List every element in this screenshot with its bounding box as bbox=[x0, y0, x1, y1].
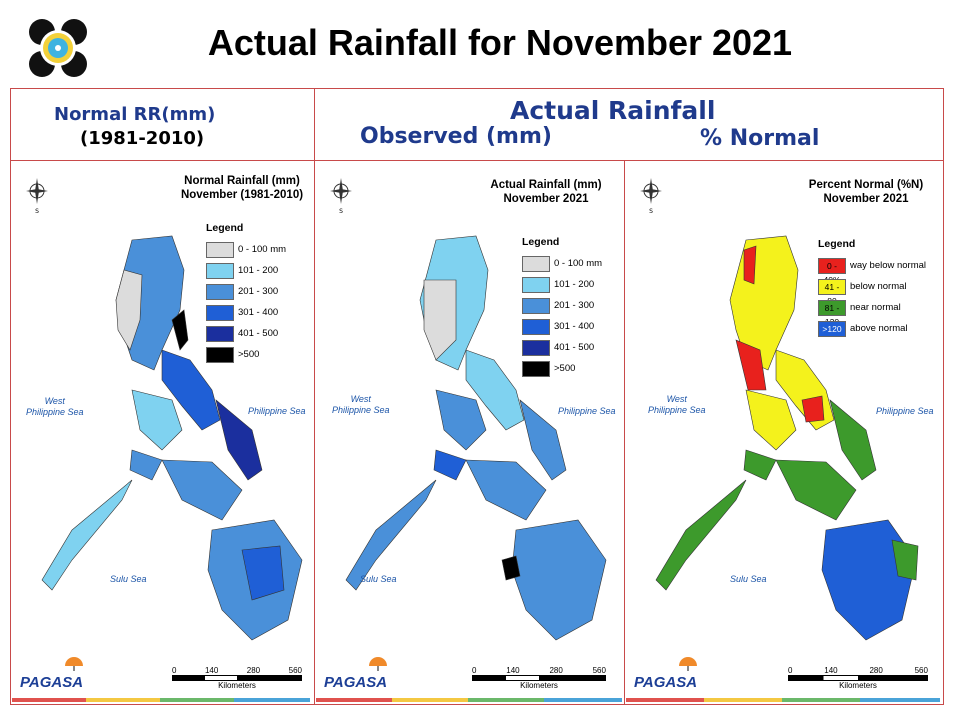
map-title: Percent Normal (%N) November 2021 bbox=[802, 178, 930, 206]
legend-item: >500 bbox=[522, 358, 602, 379]
legend-item: 301 - 400 bbox=[522, 316, 602, 337]
sea-label-east: Philippine Sea bbox=[558, 406, 616, 416]
legend-item: 41 - 80below normal bbox=[818, 276, 926, 306]
header-normal-line1: Normal RR(mm) bbox=[54, 104, 216, 125]
compass-icon: S bbox=[640, 178, 662, 214]
legend-swatch: 81 - 120 bbox=[818, 299, 846, 327]
panel-frame-right bbox=[624, 160, 944, 705]
map-panel-normal: S Normal Rainfall (mm) November (1981-20… bbox=[12, 160, 312, 700]
pagasa-logo bbox=[26, 16, 90, 80]
legend-swatch bbox=[206, 241, 234, 258]
footer-stripe bbox=[704, 698, 782, 702]
map-title-line1: Normal Rainfall (mm) bbox=[184, 175, 300, 187]
header-percent-normal: % Normal bbox=[700, 126, 820, 151]
compass-icon: S bbox=[26, 178, 48, 214]
compass-icon: S bbox=[330, 178, 352, 214]
legend-item: 0 - 100 mm bbox=[206, 239, 286, 260]
header-actual-rainfall: Actual Rainfall bbox=[510, 96, 716, 125]
legend-swatch bbox=[206, 304, 234, 321]
footer-stripe bbox=[234, 698, 310, 702]
pagasa-brand: PAGASA bbox=[634, 674, 698, 691]
map-title-line2: November 2021 bbox=[823, 193, 909, 205]
map-title: Actual Rainfall (mm) November 2021 bbox=[486, 178, 606, 206]
legend: Legend 0 - 40%way below normal 41 - 80be… bbox=[818, 238, 926, 339]
legend-item: >500 bbox=[206, 344, 286, 365]
legend-swatch bbox=[522, 276, 550, 293]
legend-swatch bbox=[522, 255, 550, 272]
legend-item: 0 - 100 mm bbox=[522, 253, 602, 274]
map-title: Normal Rainfall (mm) November (1981-2010… bbox=[180, 174, 304, 202]
svg-text:S: S bbox=[35, 208, 39, 214]
legend-swatch bbox=[206, 346, 234, 363]
footer-stripe bbox=[86, 698, 160, 702]
sea-label-south: Sulu Sea bbox=[360, 574, 397, 584]
footer-stripe bbox=[544, 698, 622, 702]
footer-stripe bbox=[12, 698, 86, 702]
legend-item: 301 - 400 bbox=[206, 302, 286, 323]
legend-item: 0 - 40%way below normal bbox=[818, 255, 926, 285]
map-title-line2: November (1981-2010) bbox=[180, 189, 304, 201]
footer-stripe bbox=[782, 698, 860, 702]
legend-swatch bbox=[206, 325, 234, 342]
header-normal-line2: (1981-2010) bbox=[80, 128, 205, 149]
legend-swatch: >120 bbox=[818, 320, 846, 337]
umbrella-icon bbox=[679, 657, 697, 671]
footer-stripe bbox=[392, 698, 468, 702]
sea-label-west: West Philippine Sea bbox=[648, 394, 706, 415]
legend-swatch bbox=[522, 360, 550, 377]
legend-item: 201 - 300 bbox=[522, 295, 602, 316]
legend-swatch bbox=[206, 283, 234, 300]
map-title-line2: November 2021 bbox=[503, 193, 589, 205]
legend-title: Legend bbox=[522, 236, 560, 248]
philippines-map-normal bbox=[41, 235, 303, 641]
legend-item: >120 above normal bbox=[818, 318, 926, 339]
footer-stripe bbox=[160, 698, 234, 702]
legend-swatch: 0 - 40% bbox=[818, 257, 846, 285]
scale-bar: 0 140 280 560 Kilometers bbox=[172, 666, 302, 690]
map-title-line1: Percent Normal (%N) bbox=[808, 179, 924, 191]
legend-swatch bbox=[522, 297, 550, 314]
footer-stripe bbox=[626, 698, 704, 702]
scale-bar: 0 140 280 560 Kilometers bbox=[472, 666, 606, 690]
umbrella-icon bbox=[65, 657, 83, 671]
legend-swatch bbox=[206, 262, 234, 279]
legend-item: 101 - 200 bbox=[206, 260, 286, 281]
map-panel-actual: S Actual Rainfall (mm) November 2021 Leg… bbox=[316, 160, 622, 700]
sea-label-west: West Philippine Sea bbox=[332, 394, 390, 415]
svg-text:S: S bbox=[339, 208, 343, 214]
legend-item: 101 - 200 bbox=[522, 274, 602, 295]
sea-label-east: Philippine Sea bbox=[876, 406, 934, 416]
philippines-map-percent-normal bbox=[655, 235, 919, 641]
philippines-map-actual bbox=[345, 235, 607, 641]
legend-item: 401 - 500 bbox=[522, 337, 602, 358]
pagasa-brand: PAGASA bbox=[324, 674, 388, 691]
legend-swatch bbox=[522, 318, 550, 335]
page-title: Actual Rainfall for November 2021 bbox=[207, 22, 793, 63]
legend-item: 201 - 300 bbox=[206, 281, 286, 302]
pagasa-brand: PAGASA bbox=[20, 674, 84, 691]
legend-item: 401 - 500 bbox=[206, 323, 286, 344]
footer-stripe bbox=[468, 698, 544, 702]
footer-stripe bbox=[316, 698, 392, 702]
sea-label-east: Philippine Sea bbox=[248, 406, 306, 416]
legend-title: Legend bbox=[818, 238, 856, 250]
legend-title: Legend bbox=[206, 222, 244, 234]
legend-swatch bbox=[522, 339, 550, 356]
umbrella-icon bbox=[369, 657, 387, 671]
map-title-line1: Actual Rainfall (mm) bbox=[490, 179, 602, 191]
legend: Legend 0 - 100 mm 101 - 200 201 - 300 30… bbox=[206, 222, 286, 365]
legend-swatch: 41 - 80 bbox=[818, 278, 846, 306]
header-observed: Observed (mm) bbox=[360, 124, 552, 149]
sea-label-west: West Philippine Sea bbox=[26, 396, 84, 417]
map-panel-percent-normal: S Percent Normal (%N) November 2021 Lege… bbox=[626, 160, 942, 700]
footer-stripe bbox=[860, 698, 940, 702]
sea-label-south: Sulu Sea bbox=[110, 574, 147, 584]
scale-bar: 0 140 280 560 Kilometers bbox=[788, 666, 928, 690]
sea-label-south: Sulu Sea bbox=[730, 574, 767, 584]
legend: Legend 0 - 100 mm 101 - 200 201 - 300 30… bbox=[522, 236, 602, 379]
legend-item: 81 - 120near normal bbox=[818, 297, 926, 327]
svg-text:S: S bbox=[649, 208, 653, 214]
